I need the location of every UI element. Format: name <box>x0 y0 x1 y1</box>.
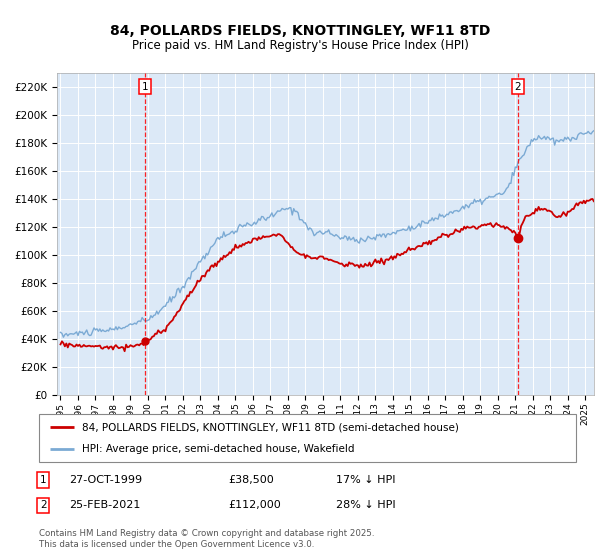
Text: 2: 2 <box>40 500 47 510</box>
Text: 1: 1 <box>40 475 47 485</box>
Text: 1: 1 <box>142 82 148 92</box>
Text: 17% ↓ HPI: 17% ↓ HPI <box>336 475 395 485</box>
Text: 28% ↓ HPI: 28% ↓ HPI <box>336 500 395 510</box>
Text: £112,000: £112,000 <box>228 500 281 510</box>
FancyBboxPatch shape <box>39 414 576 462</box>
Text: 84, POLLARDS FIELDS, KNOTTINGLEY, WF11 8TD (semi-detached house): 84, POLLARDS FIELDS, KNOTTINGLEY, WF11 8… <box>82 422 459 432</box>
Text: Price paid vs. HM Land Registry's House Price Index (HPI): Price paid vs. HM Land Registry's House … <box>131 39 469 52</box>
Text: 2: 2 <box>515 82 521 92</box>
Text: 25-FEB-2021: 25-FEB-2021 <box>69 500 140 510</box>
Text: 84, POLLARDS FIELDS, KNOTTINGLEY, WF11 8TD: 84, POLLARDS FIELDS, KNOTTINGLEY, WF11 8… <box>110 24 490 38</box>
Text: 27-OCT-1999: 27-OCT-1999 <box>69 475 142 485</box>
Text: HPI: Average price, semi-detached house, Wakefield: HPI: Average price, semi-detached house,… <box>82 444 355 454</box>
Text: Contains HM Land Registry data © Crown copyright and database right 2025.
This d: Contains HM Land Registry data © Crown c… <box>39 529 374 549</box>
Text: £38,500: £38,500 <box>228 475 274 485</box>
